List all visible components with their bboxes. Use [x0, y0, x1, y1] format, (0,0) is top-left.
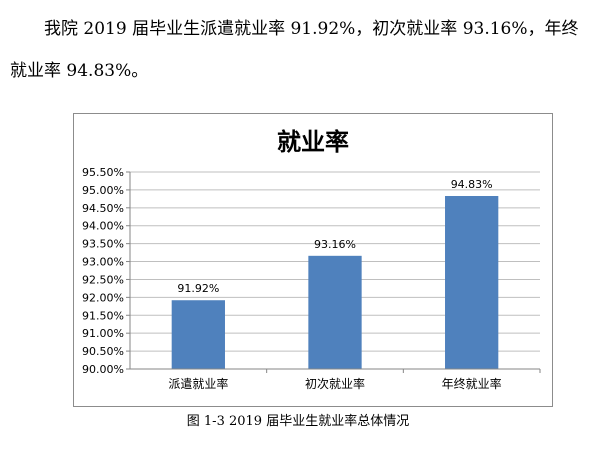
bar [171, 300, 225, 369]
y-tick-label: 91.00% [82, 327, 124, 340]
x-axis-ticks: 派遣就业率 初次就业率 年终就业率 [168, 369, 541, 391]
chart-title: 就业率 [277, 128, 349, 156]
y-tick-label: 95.50% [82, 166, 124, 179]
intro-paragraph: 我院 2019 届毕业生派遣就业率 91.92%，初次就业率 93.16%，年终… [10, 19, 579, 81]
y-tick-label: 93.50% [82, 238, 124, 251]
data-label: 94.83% [451, 178, 493, 191]
x-tick-label: 年终就业率 [442, 376, 502, 391]
figure-caption: 图 1-3 2019 届毕业生就业率总体情况 [186, 414, 410, 429]
y-tick-label: 90.00% [82, 363, 124, 376]
data-label: 93.16% [314, 238, 356, 251]
bar [308, 255, 362, 369]
y-tick-label: 92.00% [82, 291, 124, 304]
x-tick-label: 初次就业率 [305, 376, 365, 391]
y-tick-label: 91.50% [82, 309, 124, 322]
bar [445, 195, 499, 369]
y-tick-label: 93.00% [82, 256, 124, 269]
y-tick-label: 94.50% [82, 202, 124, 215]
x-tick-label: 派遣就业率 [168, 376, 228, 391]
y-axis-ticks: 90.00% 90.50% 91.00% 91.50% 92.00% 92.50% 93.0… [82, 166, 124, 376]
y-tick-label: 90.50% [82, 345, 124, 358]
y-tick-label: 94.00% [82, 220, 124, 233]
bars [171, 195, 499, 369]
y-tick-label: 95.00% [82, 184, 124, 197]
y-tick-label: 92.50% [82, 273, 124, 286]
employment-rate-chart: 就业率 90.00% 90.50% 91.00% 91.50% 92.00% 92.50%… [82, 128, 541, 391]
data-label: 91.92% [177, 282, 219, 295]
data-labels: 91.92% 93.16% 94.83% [177, 178, 492, 295]
